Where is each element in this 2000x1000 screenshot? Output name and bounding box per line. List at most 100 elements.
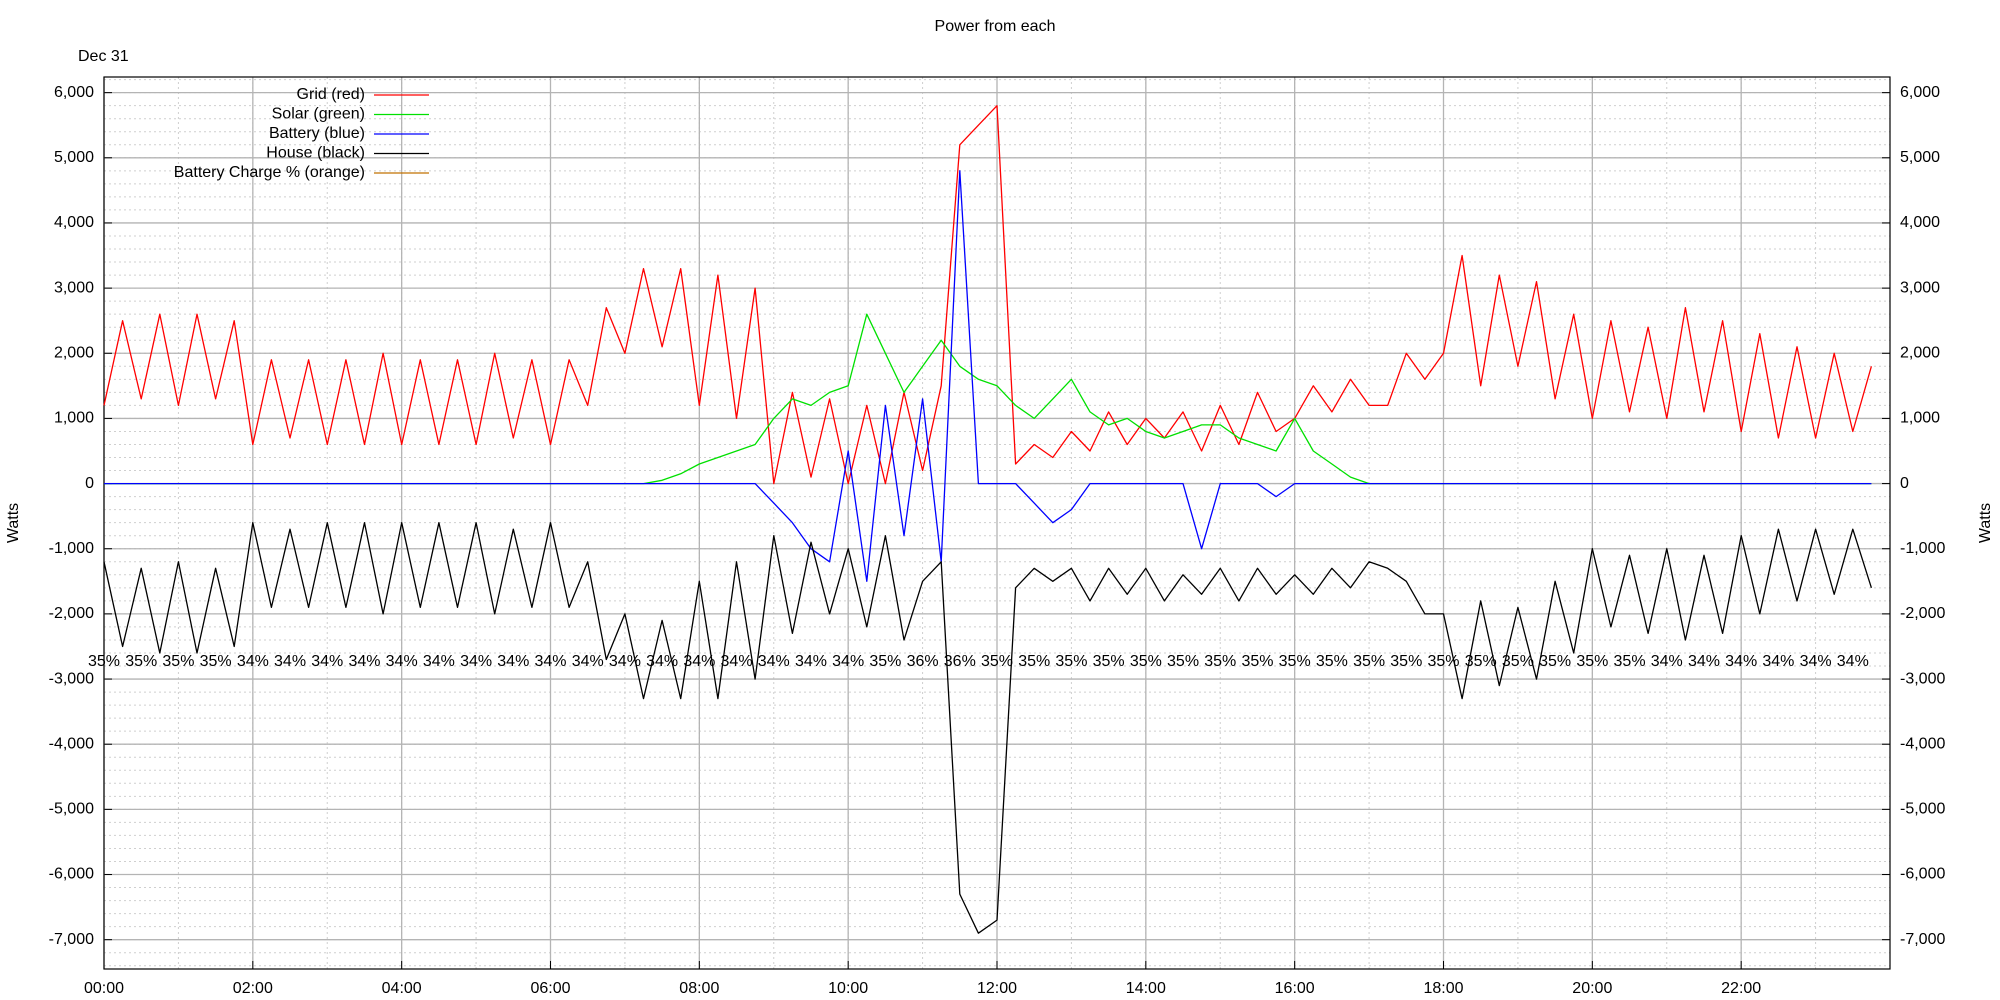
charge-label: 34% (1800, 653, 1832, 670)
y-tick-label: 0 (85, 475, 94, 492)
charge-label: 34% (721, 653, 753, 670)
plot-frame (103, 76, 1891, 970)
charge-label: 34% (1725, 653, 1757, 670)
y-tick-label: -1,000 (49, 540, 94, 557)
y2-tick-label: -1,000 (1900, 540, 1945, 557)
charge-label: 35% (1390, 653, 1422, 670)
date-label: Dec 31 (78, 48, 129, 65)
charge-label: 35% (1018, 653, 1050, 670)
legend-label: House (black) (266, 145, 365, 162)
charge-label: 34% (832, 653, 864, 670)
x-tick-label: 18:00 (1423, 980, 1463, 997)
charge-label: 35% (1465, 653, 1497, 670)
y2-tick-label: -3,000 (1900, 670, 1945, 687)
y2-tick-label: -6,000 (1900, 866, 1945, 883)
y-tick-label: 4,000 (54, 214, 94, 231)
charge-label: 34% (497, 653, 529, 670)
x-tick-label: 06:00 (530, 980, 570, 997)
y-tick-label: 1,000 (54, 410, 94, 427)
charge-label: 34% (758, 653, 790, 670)
charge-label: 34% (274, 653, 306, 670)
charge-label: 34% (1762, 653, 1794, 670)
charge-label: 34% (1688, 653, 1720, 670)
charge-label: 35% (88, 653, 120, 670)
x-tick-label: 16:00 (1275, 980, 1315, 997)
charge-label: 34% (646, 653, 678, 670)
legend-label: Battery Charge % (orange) (174, 164, 365, 181)
x-tick-label: 04:00 (382, 980, 422, 997)
x-tick-label: 14:00 (1126, 980, 1166, 997)
charge-label: 35% (1204, 653, 1236, 670)
charge-label: 35% (1614, 653, 1646, 670)
charge-label: 34% (237, 653, 269, 670)
x-tick-label: 02:00 (233, 980, 273, 997)
series-line (103, 522, 1873, 934)
charge-label: 35% (162, 653, 194, 670)
charge-label: 35% (1576, 653, 1608, 670)
charge-label: 35% (981, 653, 1013, 670)
charge-label: 35% (1539, 653, 1571, 670)
charge-label: 34% (795, 653, 827, 670)
x-tick-label: 22:00 (1721, 980, 1761, 997)
y2-tick-label: 1,000 (1900, 410, 1940, 427)
y-tick-label: -2,000 (49, 605, 94, 622)
y2-axis-label: Watts (1977, 503, 1994, 543)
x-tick-label: 08:00 (679, 980, 719, 997)
charge-label: 34% (534, 653, 566, 670)
legend-label: Battery (blue) (269, 125, 365, 142)
charge-label: 34% (1837, 653, 1869, 670)
y2-tick-label: -5,000 (1900, 801, 1945, 818)
y-axis-label: Watts (5, 503, 22, 543)
charge-label: 35% (125, 653, 157, 670)
charge-label: 34% (572, 653, 604, 670)
series-line (103, 105, 1873, 485)
charge-label: 34% (460, 653, 492, 670)
charge-label: 35% (1353, 653, 1385, 670)
legend-label: Solar (green) (272, 106, 365, 123)
charge-label: 34% (311, 653, 343, 670)
charge-label: 35% (1279, 653, 1311, 670)
y2-tick-label: -7,000 (1900, 931, 1945, 948)
y-tick-label: -6,000 (49, 866, 94, 883)
y-tick-label: 5,000 (54, 149, 94, 166)
charge-label: 35% (869, 653, 901, 670)
y2-tick-label: -2,000 (1900, 605, 1945, 622)
charge-label: 35% (1130, 653, 1162, 670)
y2-tick-label: 0 (1900, 475, 1909, 492)
charge-label: 35% (1241, 653, 1273, 670)
x-tick-label: 10:00 (828, 980, 868, 997)
charge-label: 35% (1502, 653, 1534, 670)
charge-label: 34% (683, 653, 715, 670)
charge-label: 34% (348, 653, 380, 670)
x-tick-label: 20:00 (1572, 980, 1612, 997)
charge-label: 35% (1316, 653, 1348, 670)
y-tick-label: -7,000 (49, 931, 94, 948)
y-tick-label: 3,000 (54, 279, 94, 296)
y2-tick-label: 6,000 (1900, 84, 1940, 101)
y2-tick-label: 4,000 (1900, 214, 1940, 231)
legend-label: Grid (red) (297, 86, 365, 103)
y2-tick-label: 5,000 (1900, 149, 1940, 166)
y-tick-label: -5,000 (49, 801, 94, 818)
charge-label: 35% (1167, 653, 1199, 670)
y-tick-label: 6,000 (54, 84, 94, 101)
x-tick-label: 00:00 (84, 980, 124, 997)
y-tick-label: -3,000 (49, 670, 94, 687)
charge-label: 35% (1093, 653, 1125, 670)
charge-label: 35% (200, 653, 232, 670)
charge-label: 35% (1055, 653, 1087, 670)
charge-label: 34% (1651, 653, 1683, 670)
charge-label: 34% (386, 653, 418, 670)
series-line (104, 170, 1872, 582)
y2-tick-label: 2,000 (1900, 344, 1940, 361)
charge-label: 36% (907, 653, 939, 670)
y2-tick-label: 3,000 (1900, 279, 1940, 296)
charge-label: 35% (1427, 653, 1459, 670)
x-tick-label: 12:00 (977, 980, 1017, 997)
y-tick-label: 2,000 (54, 344, 94, 361)
chart-title: Power from each (935, 18, 1056, 35)
charge-label: 34% (609, 653, 641, 670)
charge-label: 36% (944, 653, 976, 670)
